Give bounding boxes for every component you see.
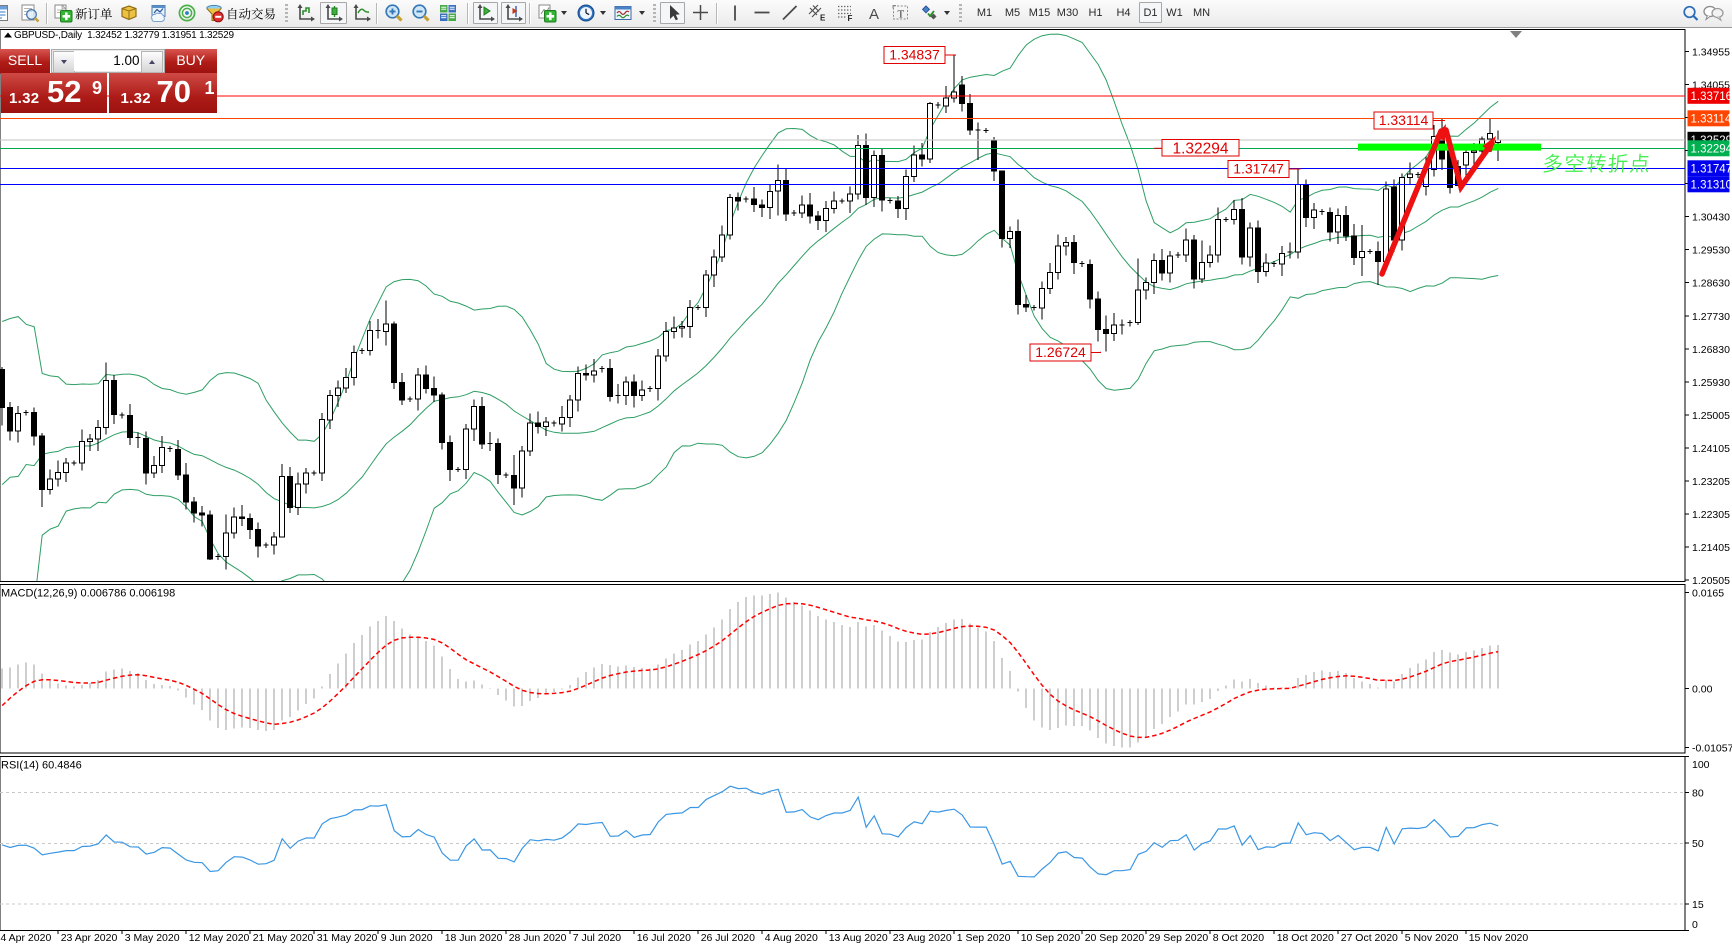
svg-text:1.30430: 1.30430: [1692, 212, 1730, 224]
svg-text:7 Jul 2020: 7 Jul 2020: [573, 932, 622, 944]
svg-text:F: F: [848, 14, 853, 23]
svg-text:1.27730: 1.27730: [1692, 311, 1730, 323]
svg-text:0.00: 0.00: [1692, 684, 1713, 696]
svg-text:MACD(12,26,9) 0.006786 0.00619: MACD(12,26,9) 0.006786 0.006198: [1, 588, 175, 600]
svg-text:50: 50: [1692, 838, 1704, 850]
svg-text:1.33716: 1.33716: [1691, 91, 1732, 103]
svg-text:1.26830: 1.26830: [1692, 344, 1730, 356]
svg-text:18 Oct 2020: 18 Oct 2020: [1277, 932, 1334, 944]
svg-text:1.31747: 1.31747: [1233, 161, 1284, 177]
svg-text:80: 80: [1692, 787, 1704, 799]
svg-text:E: E: [820, 14, 826, 23]
svg-text:1.31310: 1.31310: [1691, 179, 1732, 191]
svg-text:10 Sep 2020: 10 Sep 2020: [1021, 932, 1081, 944]
svg-text:20 Sep 2020: 20 Sep 2020: [1085, 932, 1145, 944]
svg-text:GBPUSD-,Daily 1.32452 1.32779: GBPUSD-,Daily 1.32452 1.32779 1.31951 1.…: [14, 30, 234, 41]
svg-text:0: 0: [1692, 919, 1698, 931]
svg-text:1.25930: 1.25930: [1692, 377, 1730, 389]
svg-text:1.25005: 1.25005: [1692, 410, 1730, 422]
svg-text:13 Aug 2020: 13 Aug 2020: [829, 932, 888, 944]
svg-text:4 Apr 2020: 4 Apr 2020: [1, 932, 52, 944]
svg-text:5 Nov 2020: 5 Nov 2020: [1405, 932, 1459, 944]
svg-text:1.34837: 1.34837: [889, 47, 940, 63]
svg-text:1.20505: 1.20505: [1692, 575, 1730, 587]
svg-text:26 Jul 2020: 26 Jul 2020: [701, 932, 755, 944]
svg-text:29 Sep 2020: 29 Sep 2020: [1149, 932, 1209, 944]
svg-text:1.33114: 1.33114: [1691, 113, 1732, 125]
svg-text:15: 15: [1692, 899, 1704, 911]
svg-text:4 Aug 2020: 4 Aug 2020: [765, 932, 818, 944]
svg-text:3 May 2020: 3 May 2020: [125, 932, 180, 944]
svg-text:1.23205: 1.23205: [1692, 476, 1730, 488]
svg-text:1.33114: 1.33114: [1379, 112, 1429, 128]
svg-text:16 Jul 2020: 16 Jul 2020: [637, 932, 691, 944]
svg-text:15 Nov 2020: 15 Nov 2020: [1469, 932, 1529, 944]
svg-text:100: 100: [1692, 759, 1710, 771]
svg-text:1.34955: 1.34955: [1692, 46, 1730, 58]
svg-text:1.21405: 1.21405: [1692, 542, 1730, 554]
svg-text:1.32294: 1.32294: [1172, 141, 1228, 158]
svg-text:T: T: [898, 9, 905, 21]
svg-text:1 Sep 2020: 1 Sep 2020: [957, 932, 1011, 944]
svg-text:31 May 2020: 31 May 2020: [317, 932, 378, 944]
svg-text:1.29530: 1.29530: [1692, 245, 1730, 257]
svg-text:21 May 2020: 21 May 2020: [253, 932, 314, 944]
svg-text:23 Aug 2020: 23 Aug 2020: [893, 932, 952, 944]
svg-text:1.22305: 1.22305: [1692, 509, 1730, 521]
svg-text:18 Jun 2020: 18 Jun 2020: [445, 932, 503, 944]
svg-text:1.32294: 1.32294: [1691, 143, 1732, 155]
svg-text:23 Apr 2020: 23 Apr 2020: [61, 932, 118, 944]
svg-text:28 Jun 2020: 28 Jun 2020: [509, 932, 567, 944]
svg-text:1.26724: 1.26724: [1035, 344, 1086, 360]
svg-text:0.0165: 0.0165: [1692, 588, 1724, 600]
svg-text:RSI(14) 60.4846: RSI(14) 60.4846: [1, 760, 82, 772]
svg-text:1.28630: 1.28630: [1692, 278, 1730, 290]
svg-text:9 Jun 2020: 9 Jun 2020: [381, 932, 433, 944]
svg-text:27 Oct 2020: 27 Oct 2020: [1341, 932, 1398, 944]
svg-text:12 May 2020: 12 May 2020: [189, 932, 250, 944]
svg-text:1.31747: 1.31747: [1691, 163, 1732, 175]
svg-text:8 Oct 2020: 8 Oct 2020: [1213, 932, 1265, 944]
svg-text:1.24105: 1.24105: [1692, 443, 1730, 455]
